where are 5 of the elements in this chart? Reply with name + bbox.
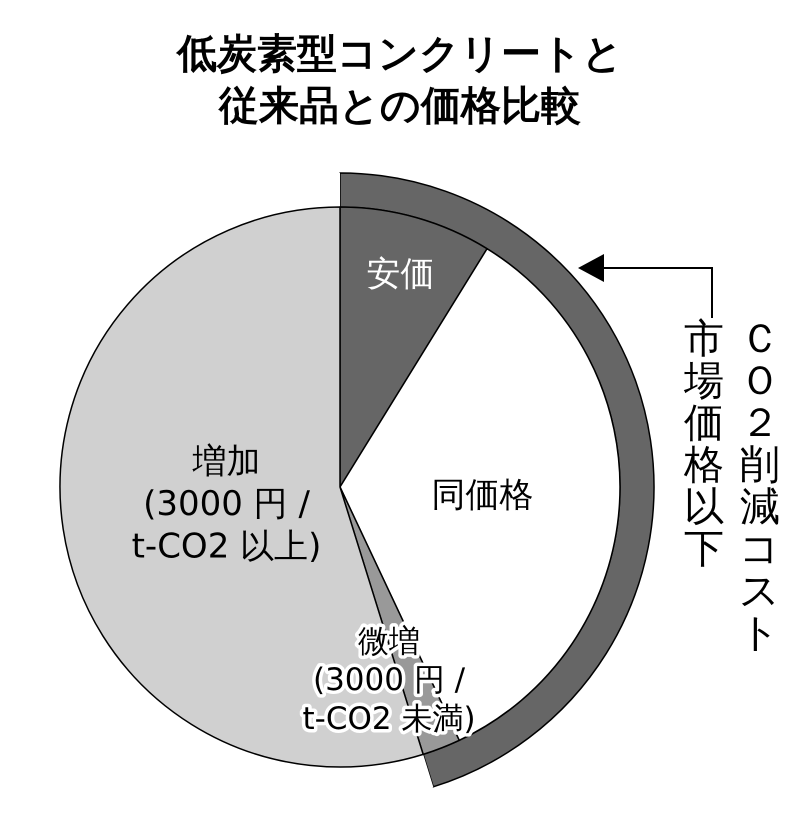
chart-title: 低炭素型コンクリートと従来品との価格比較 [175, 30, 624, 131]
slice-label: 増加 (3000 円 / t-CO2 以上) [132, 442, 322, 567]
category-label: ＣＯ２削減コスト市場価格以下 [684, 317, 780, 656]
slice-label: 同価格 [432, 475, 534, 516]
slice-label: 安価 [366, 254, 434, 294]
